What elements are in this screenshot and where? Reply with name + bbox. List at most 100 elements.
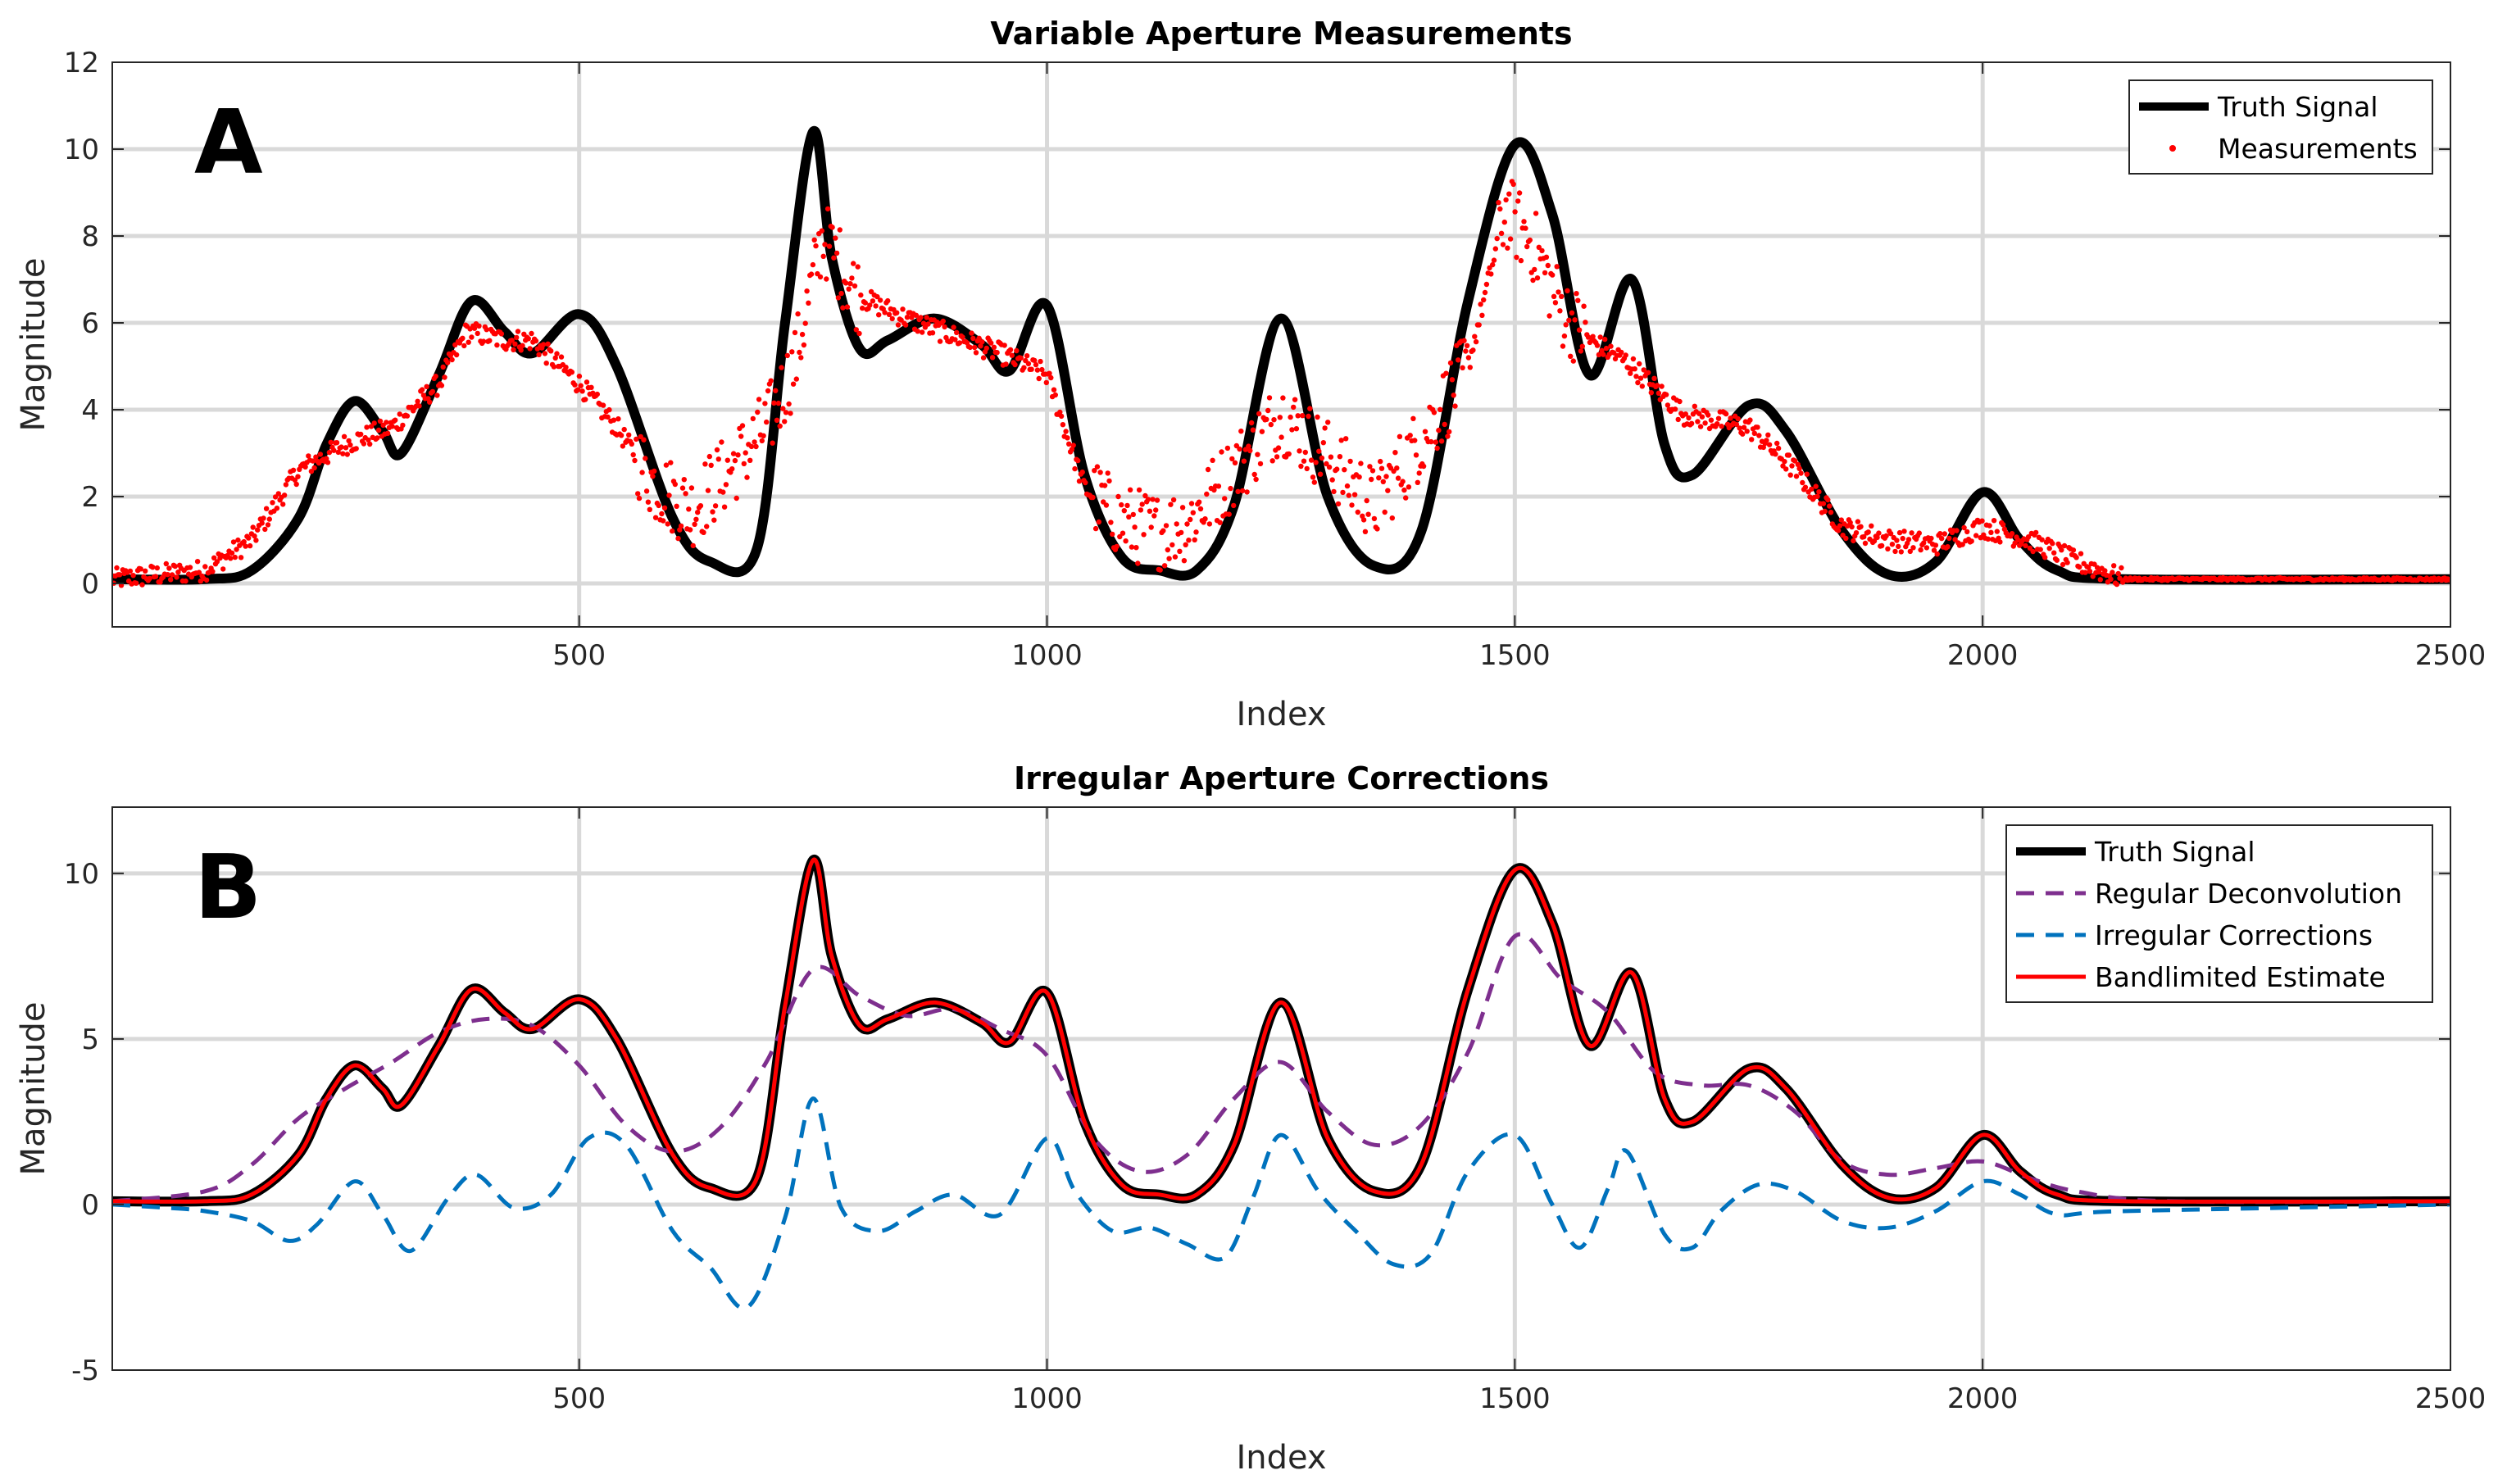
measurement-point	[1465, 355, 1472, 361]
y-axis-label: Magnitude	[15, 1002, 52, 1176]
measurement-point	[384, 430, 391, 436]
y-tick-label: -5	[71, 1355, 99, 1387]
measurement-point	[1786, 452, 1792, 458]
measurement-point	[2086, 565, 2092, 570]
measurement-point	[1160, 528, 1166, 533]
measurement-point	[1503, 197, 1509, 203]
measurement-point	[1816, 489, 1822, 495]
measurement-point	[1229, 456, 1235, 462]
measurement-point	[844, 304, 851, 310]
measurement-point	[270, 500, 275, 506]
measurement-point	[1431, 410, 1437, 415]
measurement-point	[1168, 501, 1174, 507]
measurement-point	[797, 349, 802, 356]
measurement-point	[771, 400, 777, 406]
legend-label-truth-signal: Truth Signal	[2094, 836, 2255, 868]
measurement-point	[775, 400, 782, 406]
measurement-point	[1047, 370, 1052, 376]
measurement-point	[1331, 488, 1337, 495]
measurement-point	[793, 376, 799, 382]
measurement-point	[1369, 468, 1376, 474]
measurement-point	[1003, 361, 1009, 367]
measurement-point	[708, 462, 714, 468]
measurement-point	[2030, 548, 2036, 555]
chart-title: Variable Aperture Measurements	[990, 16, 1572, 52]
measurement-point	[970, 335, 976, 342]
measurement-point	[375, 435, 380, 441]
measurement-point	[1498, 230, 1505, 236]
measurement-point	[1256, 411, 1262, 417]
plot-area	[112, 855, 2450, 1311]
measurement-point	[705, 488, 711, 493]
measurement-point	[1279, 434, 1284, 440]
measurement-point	[704, 524, 710, 529]
measurement-point	[1534, 275, 1541, 281]
measurement-point	[1311, 479, 1318, 485]
measurement-point	[635, 491, 641, 497]
measurement-point	[695, 510, 701, 515]
chart-panel-B: 500 1000 1500 2000 2500 -5 0 5 10 Irregular Apert…	[15, 760, 2486, 1477]
measurement-point	[1038, 358, 1043, 365]
measurement-point	[533, 338, 539, 344]
measurement-point	[1820, 501, 1827, 506]
measurement-point	[686, 506, 692, 512]
measurement-point	[670, 528, 675, 534]
measurement-point	[1196, 499, 1202, 505]
measurement-point	[1467, 365, 1474, 370]
measurement-point	[1871, 538, 1878, 544]
measurement-point	[1266, 395, 1273, 401]
measurement-point	[1655, 390, 1662, 396]
measurement-point	[1304, 465, 1310, 472]
measurement-point	[1764, 438, 1769, 443]
measurement-point	[692, 521, 697, 527]
measurement-point	[1747, 417, 1753, 423]
measurement-point	[1463, 348, 1469, 354]
measurement-point	[1945, 544, 1951, 550]
measurement-point	[1699, 414, 1705, 420]
measurement-point	[579, 388, 585, 394]
measurement-point	[1092, 468, 1097, 474]
measurement-point	[1325, 420, 1331, 425]
measurement-point	[1916, 530, 1922, 536]
measurement-point	[2046, 546, 2052, 551]
measurement-point	[1741, 424, 1747, 430]
measurement-point	[424, 383, 429, 389]
measurement-point	[1380, 479, 1387, 484]
measurement-point	[306, 453, 311, 459]
measurement-point	[1415, 479, 1421, 485]
measurement-point	[1319, 455, 1325, 461]
measurement-point	[765, 388, 771, 394]
measurement-point	[1306, 413, 1311, 420]
measurement-point	[1110, 531, 1115, 538]
measurement-point	[867, 302, 873, 308]
measurement-point	[584, 379, 590, 385]
measurement-point	[1533, 211, 1539, 216]
measurement-point	[1749, 437, 1755, 442]
measurement-point	[656, 502, 661, 509]
measurement-point	[1979, 518, 1985, 524]
measurement-point	[2023, 542, 2028, 549]
measurement-point	[250, 524, 256, 530]
measurement-point	[1342, 467, 1347, 473]
measurement-point	[645, 499, 652, 505]
measurement-point	[813, 243, 819, 249]
measurement-point	[870, 298, 876, 304]
measurement-point	[632, 457, 638, 464]
measurement-point	[1827, 503, 1833, 509]
measurement-point	[1340, 489, 1346, 496]
measurement-point	[1326, 464, 1333, 470]
measurement-point	[1887, 531, 1894, 537]
measurement-point	[798, 355, 804, 361]
measurement-point	[1782, 459, 1787, 465]
measurement-point	[1855, 519, 1861, 524]
measurement-point	[1120, 530, 1126, 536]
measurement-point	[1543, 254, 1550, 260]
legend-label-irregular-corrections: Irregular Corrections	[2095, 919, 2373, 951]
measurement-point	[1559, 293, 1565, 299]
measurement-point	[114, 565, 120, 571]
measurement-point	[954, 329, 960, 335]
measurement-point	[246, 535, 252, 541]
measurement-point	[461, 343, 467, 349]
measurement-point	[1130, 511, 1137, 518]
measurement-point	[220, 566, 226, 572]
